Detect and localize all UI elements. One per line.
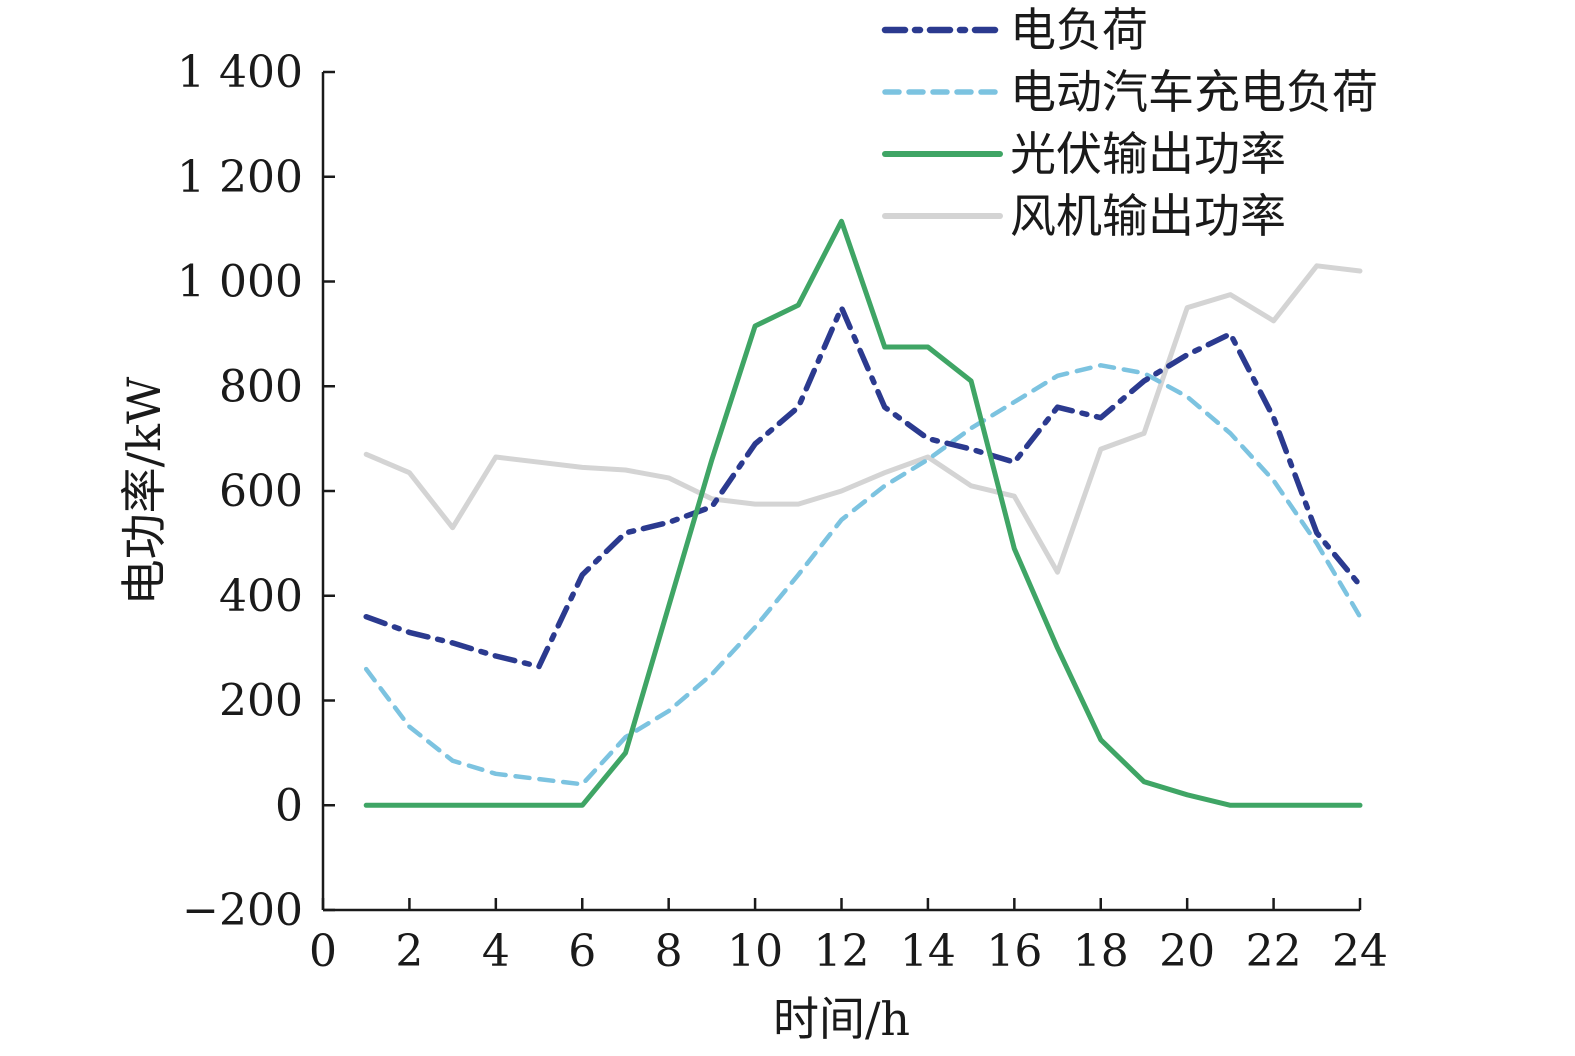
- x-tick-label: 4: [482, 926, 510, 977]
- x-tick-label: 8: [655, 926, 683, 977]
- y-tick-label: 600: [219, 466, 303, 517]
- x-tick-label: 22: [1246, 926, 1302, 977]
- x-tick-label: 18: [1073, 926, 1129, 977]
- x-axis-title: 时间/h: [773, 992, 910, 1046]
- legend-label-4: 风机输出功率: [1010, 189, 1286, 243]
- y-tick-label: 200: [219, 676, 303, 727]
- x-tick-label: 20: [1159, 926, 1215, 977]
- x-tick-label: 6: [568, 926, 596, 977]
- series-line-2: [363, 363, 1363, 787]
- x-tick-label: 0: [309, 926, 337, 977]
- series-layer: [363, 218, 1363, 808]
- legend-label-1: 电负荷: [1010, 3, 1148, 57]
- x-tick-label: 24: [1332, 926, 1388, 977]
- x-tick-label: 16: [986, 926, 1042, 977]
- y-tick-label: 800: [219, 361, 303, 412]
- legend-label-3: 光伏输出功率: [1010, 127, 1286, 181]
- x-tick-label: 2: [395, 926, 423, 977]
- legend-label-2: 电动汽车充电负荷: [1010, 65, 1378, 119]
- series-line-3: [363, 218, 1363, 808]
- y-tick-label: 1 400: [177, 47, 303, 98]
- y-tick-label: 1 000: [177, 257, 303, 308]
- x-tick-label: 10: [727, 926, 783, 977]
- y-tick-label: 1 200: [177, 152, 303, 203]
- y-tick-label: −200: [182, 885, 303, 936]
- x-tick-label: 14: [900, 926, 956, 977]
- x-tick-label: 12: [814, 926, 870, 977]
- series-line-1: [363, 304, 1363, 670]
- y-tick-label: 0: [275, 780, 303, 831]
- series-line-4: [363, 263, 1363, 575]
- y-tick-label: 400: [219, 571, 303, 622]
- y-axis-title: 电功率/kW: [117, 376, 171, 605]
